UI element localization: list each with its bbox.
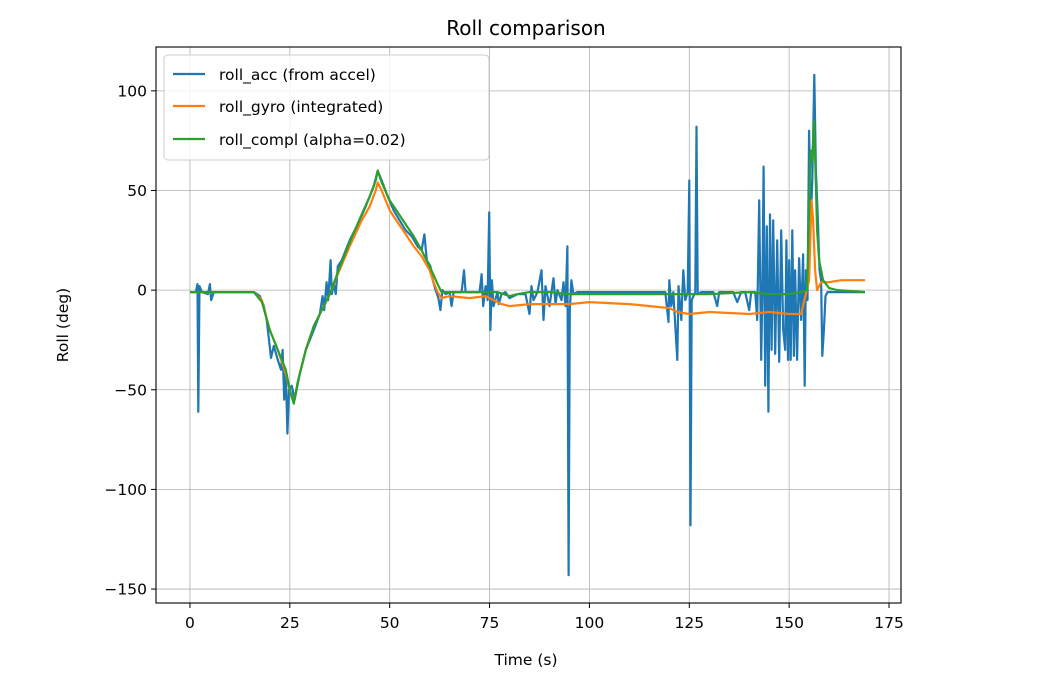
series-line-roll-compl [190,119,866,405]
x-tick-label: 150 [774,614,804,632]
y-tick-label: −100 [104,481,147,499]
y-tick-label: 50 [127,182,147,200]
legend: roll_acc (from accel) roll_gyro (integra… [163,54,490,161]
legend-label-roll-compl: roll_compl (alpha=0.02) [219,131,406,150]
plot-lines [190,73,866,577]
x-axis-label: Time (s) [493,651,557,669]
x-tick-label: 25 [280,614,300,632]
y-axis-label: Roll (deg) [54,288,72,362]
x-tick-label: 100 [575,614,605,632]
legend-box [163,54,490,161]
y-tick-label: 0 [137,282,147,300]
y-tick-label: −150 [104,581,147,599]
x-tick-label: 125 [674,614,704,632]
series-line-roll-acc [190,73,865,577]
axis-ticks: 0 25 50 75 100 125 150 175 −150 −100 −50 0 50 100 [104,82,903,632]
y-tick-label: −50 [114,381,147,399]
legend-label-roll-gyro: roll_gyro (integrated) [219,98,383,117]
x-tick-label: 175 [874,614,904,632]
legend-label-roll-acc: roll_acc (from accel) [219,66,376,85]
y-tick-label: 100 [117,82,147,100]
x-tick-label: 75 [480,614,500,632]
chart-title: Roll comparison [446,16,605,40]
x-tick-label: 50 [380,614,400,632]
x-tick-label: 0 [185,614,195,632]
plot-frame [155,46,902,604]
